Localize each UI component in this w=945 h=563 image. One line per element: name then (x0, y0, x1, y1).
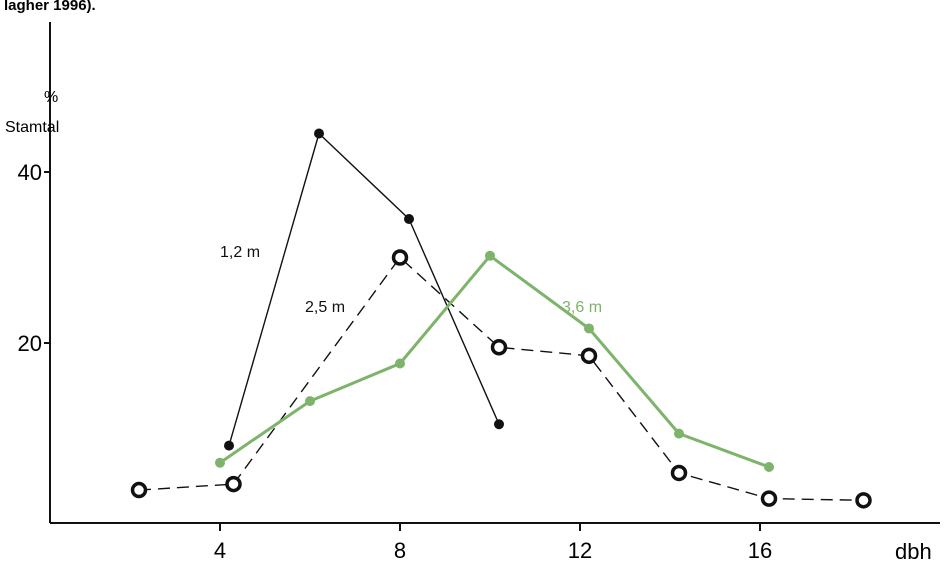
data-point (395, 358, 405, 369)
data-point (584, 323, 594, 334)
data-point (314, 128, 324, 139)
x-tick-label: 8 (394, 538, 406, 563)
chart-title: lagher 1996). (4, 0, 96, 14)
series-line (228, 132, 500, 446)
y-tick-label: 20 (18, 331, 42, 356)
data-point (674, 428, 684, 439)
data-point-open (855, 492, 872, 509)
data-point (764, 461, 774, 472)
y-tick-label: 40 (18, 160, 42, 185)
data-point-open (130, 481, 148, 499)
series-label: 2,5 m (305, 299, 345, 316)
series-line (219, 254, 770, 469)
y-axis-label: Stamtal (5, 119, 59, 136)
x-tick-label: 16 (748, 538, 772, 563)
y-axis-unit: % (44, 89, 58, 106)
data-point (485, 250, 495, 261)
plot-area (130, 128, 872, 509)
series-label: 3,6 m (562, 299, 602, 316)
data-point (494, 419, 504, 430)
x-axis-label: dbh (895, 539, 932, 563)
x-tick-label: 4 (214, 538, 226, 563)
data-point-open (391, 249, 409, 266)
data-point (404, 214, 414, 225)
data-point (215, 457, 225, 468)
series-label: 1,2 m (220, 244, 260, 261)
data-point-open (490, 339, 508, 356)
x-tick-label: 12 (568, 538, 592, 563)
data-point (224, 440, 234, 451)
data-point-open (760, 490, 778, 507)
series-label-layer: 1,2 m 2,5 m 3,6 m (220, 244, 602, 316)
tick-layer: 4 8 12 16 20 40 (18, 160, 773, 563)
data-point (305, 396, 315, 407)
data-point-open (580, 347, 598, 365)
data-point-open (670, 464, 688, 482)
data-point-open (225, 475, 242, 493)
series-line (138, 256, 864, 501)
